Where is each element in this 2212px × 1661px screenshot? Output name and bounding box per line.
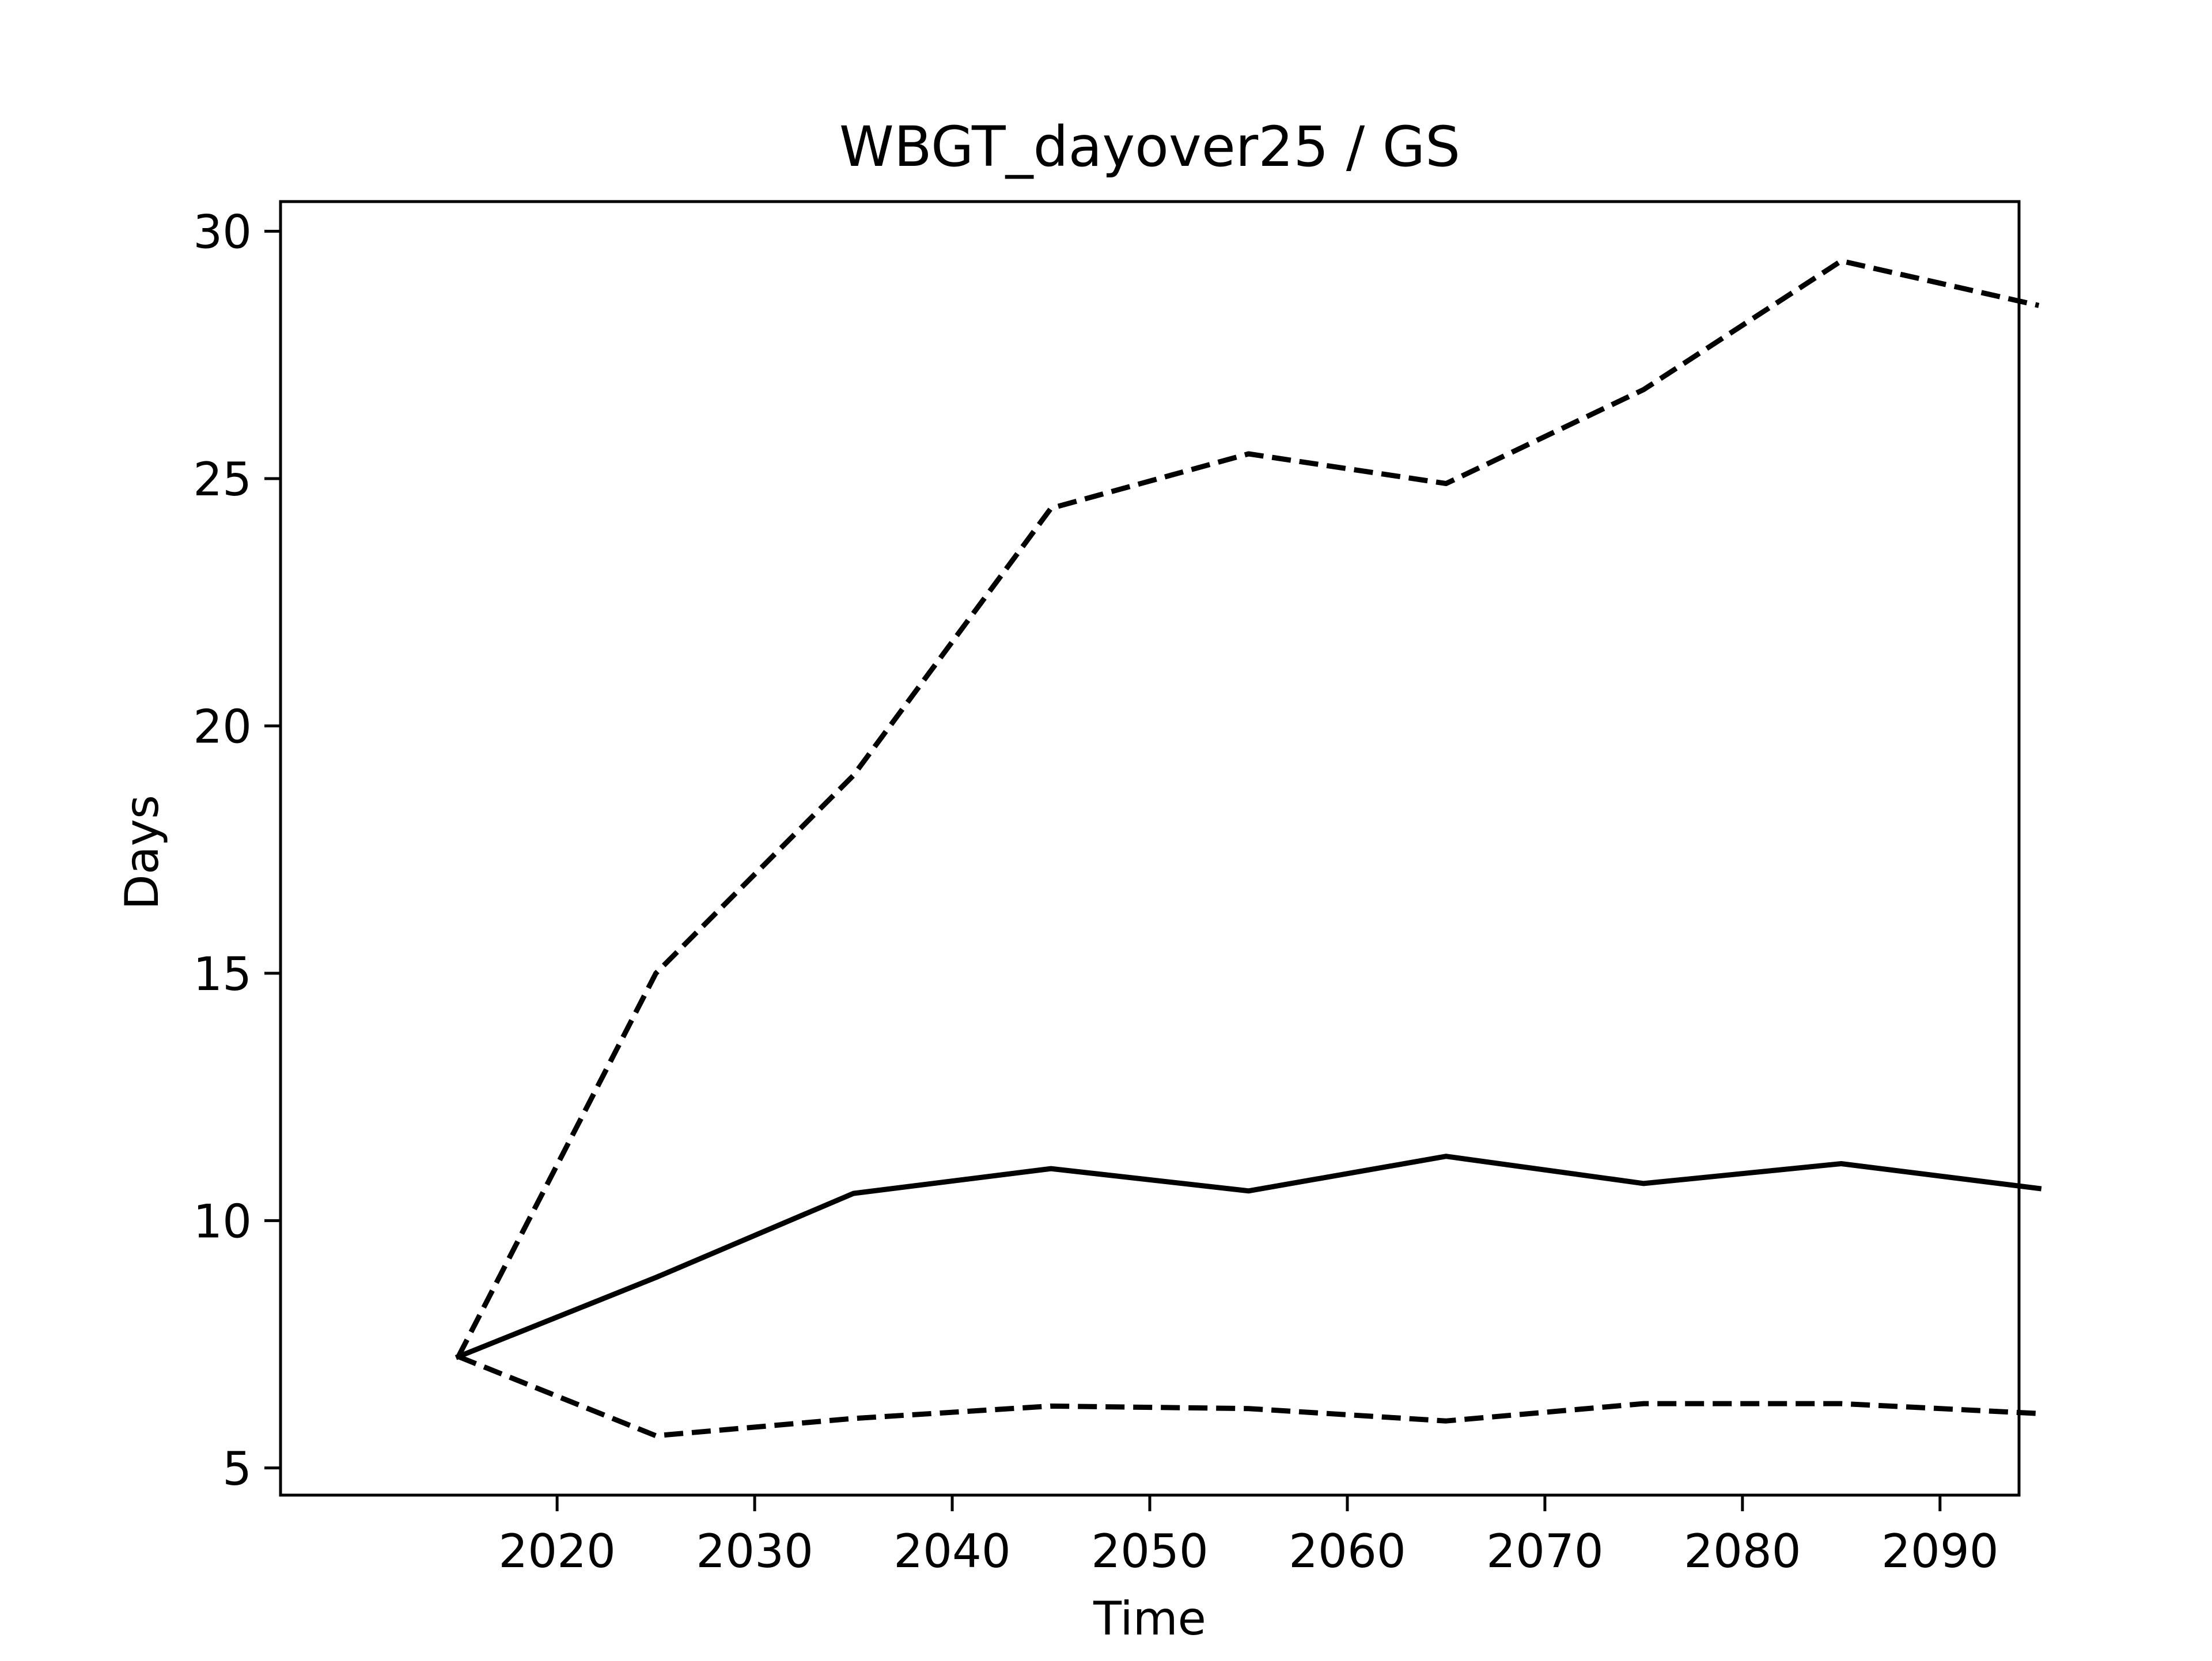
upper-bound-series-line	[456, 258, 2040, 1358]
y-tick-label: 30	[193, 206, 252, 259]
y-axis-label: Days	[115, 795, 169, 910]
x-tick-label: 2080	[1684, 1525, 1801, 1578]
chart-title: WBGT_dayover25 / GS	[839, 115, 1460, 179]
axis-ticks: 2020 2030 2040 2050 2060 2070 2080 2090 5 10 15 20 2…	[193, 206, 1998, 1578]
y-tick-label: 5	[222, 1442, 252, 1496]
median-series-line	[454, 1154, 2042, 1360]
x-tick-label: 2030	[696, 1525, 813, 1578]
x-tick-label: 2060	[1289, 1525, 1406, 1578]
y-tick-label: 10	[193, 1194, 252, 1248]
x-tick-label: 2040	[893, 1525, 1011, 1578]
y-tick-label: 15	[193, 947, 252, 1001]
x-axis-label: Time	[1093, 1592, 1206, 1645]
x-tick-label: 2020	[498, 1525, 616, 1578]
lower-bound-series-line	[457, 1354, 2039, 1439]
y-tick-label: 25	[193, 453, 252, 506]
x-tick-label: 2070	[1486, 1525, 1604, 1578]
x-tick-label: 2090	[1881, 1525, 1999, 1578]
x-tick-label: 2050	[1091, 1525, 1209, 1578]
y-tick-label: 20	[193, 700, 252, 753]
series-lines	[454, 258, 2042, 1439]
plot-area-frame	[279, 200, 2021, 1497]
